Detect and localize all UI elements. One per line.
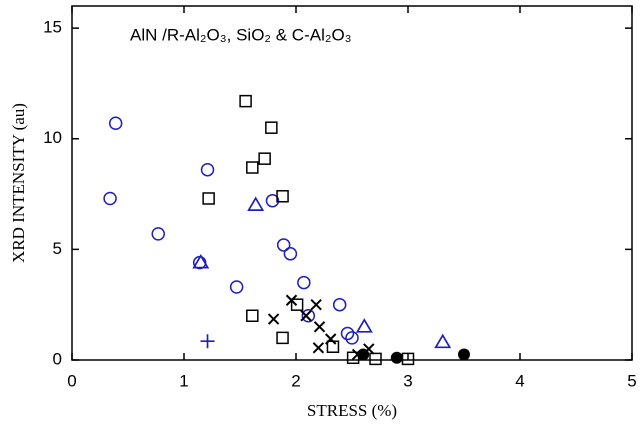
- circle-marker: [301, 309, 316, 323]
- circle-marker: [276, 238, 291, 252]
- x-tick-label: 1: [179, 371, 188, 390]
- y-tick-label: 5: [53, 239, 62, 258]
- circle-marker: [283, 247, 298, 261]
- square-marker: [202, 192, 215, 205]
- circle-marker: [265, 193, 280, 208]
- circle-marker: [103, 191, 117, 206]
- cross-marker: [312, 342, 325, 354]
- triangle-marker: [192, 253, 210, 269]
- square-marker: [326, 340, 340, 353]
- x-tick-label: 5: [627, 371, 636, 390]
- circle-marker: [229, 280, 244, 294]
- plus-marker: [200, 334, 215, 349]
- filled-marker: [357, 348, 370, 361]
- circle-marker: [340, 326, 355, 341]
- y-tick-label: 0: [53, 349, 62, 368]
- cross-marker: [310, 298, 322, 311]
- triangle-marker: [355, 318, 373, 333]
- plot-frame: [71, 5, 633, 361]
- circle-marker: [332, 297, 347, 312]
- cross-marker: [267, 313, 280, 325]
- circle-marker: [345, 331, 359, 345]
- square-marker: [290, 298, 304, 311]
- circle-marker: [151, 227, 165, 241]
- x-tick-label: 2: [291, 371, 300, 390]
- square-marker: [276, 331, 289, 345]
- x-tick-label: 3: [403, 371, 412, 390]
- square-marker: [246, 161, 259, 174]
- square-marker: [265, 121, 278, 134]
- circle-marker: [200, 162, 215, 177]
- cross-marker: [325, 333, 337, 345]
- square-marker: [258, 152, 271, 165]
- filled-marker: [390, 351, 403, 364]
- chart-title: AlN /R-Al₂O₃, SiO₂ & C-Al₂O₃: [130, 25, 352, 44]
- y-tick-label: 10: [43, 128, 62, 147]
- square-marker: [276, 190, 289, 203]
- cross-marker: [285, 294, 298, 306]
- square-marker: [239, 94, 252, 108]
- y-tick-label: 15: [43, 18, 62, 37]
- square-marker: [369, 352, 382, 366]
- triangle-marker: [434, 333, 452, 349]
- y-axis-label: XRD INTENSITY (au): [9, 103, 28, 263]
- x-tick-label: 0: [67, 371, 76, 390]
- circle-marker: [297, 275, 311, 290]
- triangle-marker: [247, 196, 265, 211]
- cross-marker: [300, 310, 312, 322]
- x-tick-label: 4: [515, 371, 524, 390]
- x-axis-label: STRESS (%): [307, 401, 397, 420]
- square-marker: [246, 309, 259, 322]
- filled-marker: [458, 348, 470, 361]
- cross-marker: [313, 321, 326, 333]
- circle-marker: [108, 116, 123, 131]
